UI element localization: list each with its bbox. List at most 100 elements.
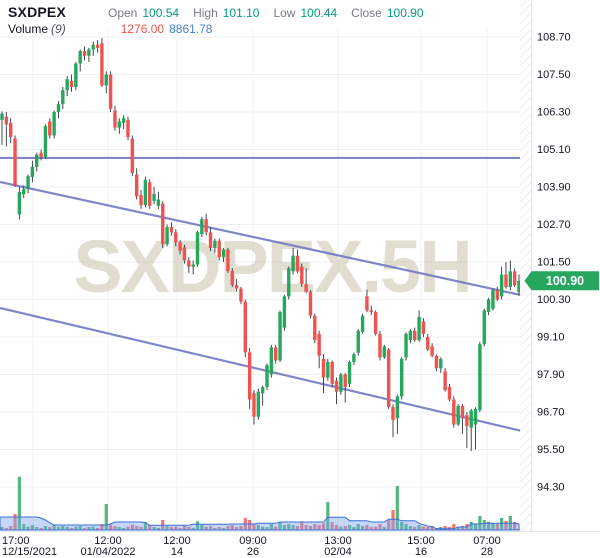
- candle-body: [517, 280, 521, 292]
- price-axis[interactable]: 108.70 107.50 106.30 105.10 103.90 102.70 101.…: [537, 32, 571, 494]
- volume-bar: [100, 524, 104, 530]
- time-axis[interactable]: 17:0012/15/202112:0001/04/202212:001409:…: [2, 535, 501, 558]
- candle-body: [395, 396, 400, 419]
- date-tick-label: 12/15/2021: [2, 546, 57, 558]
- badge-price-text: 100.90: [546, 274, 584, 288]
- volume-bar: [317, 525, 321, 530]
- high-value: 101.10: [222, 6, 260, 20]
- volume-bar: [421, 526, 426, 530]
- candle-body: [234, 285, 239, 289]
- candle-body: [426, 337, 430, 350]
- volume-bar: [78, 526, 82, 530]
- candle-body: [373, 312, 378, 334]
- volume-bar: [417, 525, 421, 530]
- high-label: High: [193, 6, 218, 20]
- candle-body: [100, 43, 104, 86]
- volume-bar: [148, 525, 152, 530]
- volume-bar: [504, 521, 508, 530]
- volume-bar: [213, 528, 217, 530]
- price-tick-label: 101.50: [537, 257, 571, 269]
- volume-bar: [104, 504, 108, 530]
- volume-bar: [122, 528, 126, 530]
- volume-bar: [174, 526, 178, 530]
- volume-bar: [460, 526, 465, 530]
- price-tick-label: 95.50: [537, 444, 565, 456]
- volume-bar: [235, 527, 239, 530]
- candle-body: [486, 299, 491, 312]
- volume-value: 1276.00: [120, 22, 165, 36]
- trendlines[interactable]: [0, 156, 531, 435]
- volume-bar: [248, 520, 252, 530]
- price-tick-label: 97.90: [537, 369, 565, 381]
- badge-shape: [524, 271, 599, 291]
- candle-body: [108, 74, 113, 109]
- candle-body: [356, 330, 360, 353]
- candle-body: [35, 154, 39, 167]
- volume-bar: [391, 510, 395, 530]
- candle-body: [247, 352, 252, 400]
- candle-body: [139, 195, 143, 206]
- candle-body: [17, 192, 22, 215]
- candle-body: [0, 113, 4, 120]
- candle-body: [495, 290, 499, 300]
- date-tick-label: 28: [481, 546, 493, 558]
- time-tick-label: 09:00: [239, 535, 267, 547]
- candle-body: [304, 283, 308, 292]
- time-tick-label: 07:00: [473, 535, 501, 547]
- candle-body: [195, 232, 200, 265]
- candle-body: [4, 116, 9, 125]
- candle-body: [52, 112, 56, 136]
- candle-body: [308, 291, 313, 316]
- candle-body: [456, 405, 460, 425]
- candle-body: [465, 415, 469, 427]
- time-tick-label: 15:00: [407, 535, 435, 547]
- candle-body: [204, 219, 208, 233]
- time-tick-label: 17:00: [2, 535, 30, 547]
- candle-body: [391, 407, 395, 421]
- volume-bar: [382, 527, 386, 530]
- volume-bar: [426, 527, 430, 530]
- volume-bar: [352, 527, 356, 530]
- candle-body: [161, 203, 165, 245]
- volume-bar: [291, 525, 295, 530]
- candle-body: [61, 90, 65, 105]
- symbol-title[interactable]: SXDPEX: [8, 4, 66, 20]
- candle-body: [22, 189, 26, 195]
- volume-bar: [143, 522, 147, 530]
- volume-bar: [360, 526, 365, 530]
- volume-bar: [17, 476, 21, 530]
- price-tick-label: 100.30: [537, 294, 571, 306]
- date-tick-label: 02/04: [324, 546, 352, 558]
- candle-body: [174, 232, 178, 243]
- volume-bar: [369, 527, 373, 530]
- price-tick-label: 108.70: [537, 32, 571, 44]
- volume-bar: [513, 522, 517, 530]
- candle-body: [200, 219, 204, 235]
- volume-bar: [109, 524, 113, 530]
- volume-bar: [313, 524, 317, 530]
- price-tick-label: 103.90: [537, 182, 571, 194]
- candle-body: [230, 271, 234, 286]
- volume-bar: [469, 522, 473, 530]
- candle-body: [404, 333, 408, 358]
- volume-bar: [482, 520, 486, 530]
- candle-body: [252, 393, 256, 417]
- candle-body: [65, 79, 69, 91]
- volume-bar: [486, 522, 491, 530]
- candle-body: [295, 255, 300, 272]
- candle-body: [360, 315, 365, 332]
- candle-body: [382, 346, 387, 358]
- volume-label[interactable]: Volume: [8, 22, 49, 36]
- candle-body: [156, 199, 161, 206]
- candle-body: [378, 333, 382, 358]
- close-label: Close: [351, 6, 382, 20]
- volume-bar: [165, 526, 169, 530]
- candle-body: [443, 371, 447, 391]
- candle-body: [491, 290, 495, 309]
- candle-body: [152, 193, 156, 202]
- date-tick-label: 26: [247, 546, 259, 558]
- candle-body: [399, 358, 404, 397]
- volume-bar: [287, 524, 291, 530]
- candle-body: [82, 51, 87, 56]
